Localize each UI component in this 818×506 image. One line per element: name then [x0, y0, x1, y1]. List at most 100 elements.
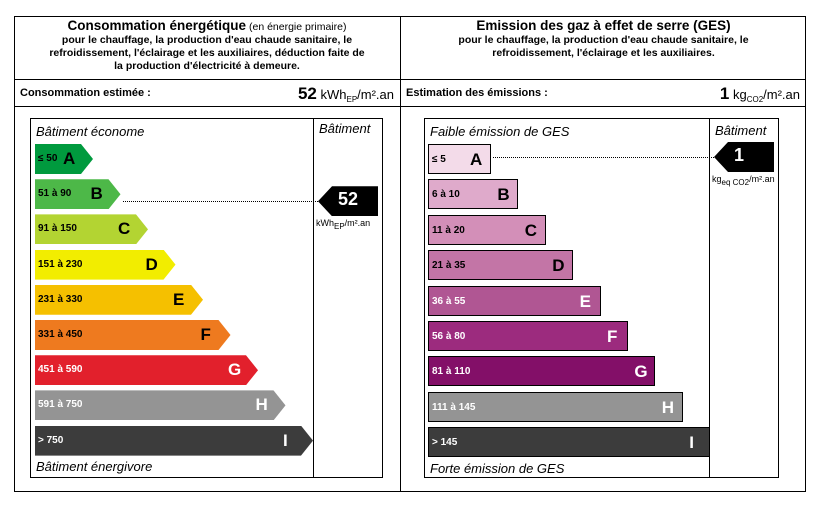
energy-column-divider — [313, 118, 314, 478]
ges-class-letter: E — [579, 291, 591, 311]
energy-class-range: 231 à 330 — [38, 293, 83, 305]
ges-class-bar-f: 56 à 80 F — [428, 321, 628, 351]
energy-column-label: Bâtiment — [319, 121, 371, 136]
energy-desc-line-1: pour le chauffage, la production d'eau c… — [61, 34, 353, 46]
ges-title-main: Emission des gaz à effet de serre (GES) — [476, 18, 731, 33]
energy-marker-unit-post: /m².an — [344, 218, 371, 229]
ges-class-range: 56 à 80 — [432, 331, 466, 342]
energy-marker-unit: kWhEP/m².an — [316, 218, 371, 232]
ges-marker-unit-sub: eq CO2 — [721, 178, 750, 187]
outer-border — [14, 16, 806, 492]
energy-class-letter: E — [173, 289, 185, 309]
ges-estimate-unit-pre: kg — [732, 87, 747, 102]
ges-marker-arrow — [714, 142, 774, 172]
energy-class-letter: A — [63, 149, 76, 168]
energy-estimate-value: 52 kWhEP/m².an — [298, 84, 394, 104]
energy-title-paren: (en énergie primaire) — [248, 21, 347, 33]
energy-marker-unit-pre: kWh — [316, 218, 334, 229]
ges-estimate-value: 1 kgCO2/m².an — [720, 84, 800, 104]
energy-estimate-number: 52 — [297, 84, 317, 103]
energy-estimate-unit-post: /m².an — [357, 87, 394, 102]
energy-class-range: 91 à 150 — [38, 223, 77, 235]
ges-marker-guide — [493, 157, 714, 158]
ges-class-bar-g: 81 à 110 G — [428, 356, 656, 387]
energy-class-bar-a: ≤ 50 A — [35, 144, 93, 174]
energy-class-bar-h: 591 à 750 H — [35, 390, 286, 421]
ges-marker-value: 1 — [734, 145, 745, 165]
ges-class-range: 6 à 10 — [432, 189, 460, 201]
ges-class-bar-b: 6 à 10 B — [428, 179, 519, 210]
ges-top-label: Faible émission de GES — [430, 124, 570, 139]
ges-scale-panel — [424, 118, 779, 478]
panel-divider — [400, 16, 401, 492]
ges-desc-line-1: pour le chauffage, la production d'eau c… — [458, 34, 749, 46]
energy-desc-line-3: la production d'électricité à demeure. — [114, 60, 300, 72]
ges-class-bar-a: ≤ 5 A — [428, 144, 491, 174]
ges-class-bar-h: 111 à 145 H — [428, 391, 683, 422]
energy-class-range: ≤ 50 — [38, 153, 58, 164]
ges-estimate-unit-sub: CO2 — [746, 95, 764, 104]
energy-class-letter: D — [145, 254, 158, 274]
energy-class-letter: B — [90, 184, 103, 204]
energy-marker-guide — [122, 201, 318, 203]
ges-class-letter: C — [524, 220, 538, 240]
ges-class-letter: D — [552, 256, 565, 276]
ges-class-bar-c: 11 à 20 C — [428, 214, 546, 245]
ges-class-letter: A — [470, 150, 483, 169]
ges-class-letter: H — [661, 397, 675, 417]
ges-marker-unit-pre: kg — [712, 174, 722, 184]
ges-estimate-unit-post: /m².an — [763, 87, 800, 102]
ges-title: Emission des gaz à effet de serre (GES) … — [401, 19, 806, 60]
ges-class-letter: G — [634, 362, 648, 382]
ges-marker-unit-post: /m².an — [749, 174, 775, 184]
ges-class-range: 81 à 110 — [432, 366, 471, 378]
ges-bottom-label: Forte émission de GES — [430, 461, 565, 476]
ges-class-letter: I — [689, 433, 694, 453]
energy-title-main: Consommation énergétique — [67, 18, 247, 33]
energy-class-letter: H — [255, 395, 268, 415]
energy-class-bar-c: 91 à 150 C — [35, 214, 148, 245]
ges-column-divider — [709, 118, 710, 478]
energy-class-bar-i: > 750 I — [35, 425, 313, 456]
energy-class-letter: G — [228, 360, 242, 380]
energy-estimate-label: Consommation estimée : — [20, 87, 151, 99]
ges-class-bar-d: 21 à 35 D — [428, 250, 574, 281]
energy-class-bar-e: 231 à 330 E — [35, 284, 203, 315]
energy-marker-arrow — [318, 186, 378, 217]
energy-class-range: > 750 — [38, 434, 64, 446]
ges-estimate-label: Estimation des émissions : — [406, 87, 548, 99]
energy-class-bar-b: 51 à 90 B — [35, 179, 121, 210]
energy-scale-panel — [30, 118, 383, 478]
ges-class-range: 36 à 55 — [432, 295, 466, 307]
energy-class-range: 51 à 90 — [38, 188, 72, 200]
energy-class-bar-d: 151 à 230 D — [35, 249, 176, 280]
energy-estimate-unit-pre: kWh — [320, 87, 347, 102]
energy-desc-line-2: refroidissement, l'éclairage et les auxi… — [49, 47, 365, 59]
ges-estimate-number: 1 — [719, 84, 730, 103]
energy-class-bar-g: 451 à 590 G — [35, 355, 258, 386]
energy-class-range: 451 à 590 — [38, 364, 83, 376]
ges-column-label: Bâtiment — [715, 123, 767, 138]
ges-class-range: > 145 — [432, 437, 458, 449]
energy-class-letter: C — [118, 219, 131, 239]
energy-top-label: Bâtiment économe — [36, 124, 145, 139]
ges-class-range: 111 à 145 — [432, 401, 476, 413]
energy-estimate-unit-sub: EP — [346, 95, 358, 104]
energy-class-bar-f: 331 à 450 F — [35, 320, 231, 350]
ges-class-range: 21 à 35 — [432, 260, 466, 272]
energy-bottom-label: Bâtiment énergivore — [36, 459, 153, 474]
ges-class-range: ≤ 5 — [432, 154, 446, 165]
ges-class-letter: B — [497, 185, 510, 205]
energy-marker-value: 52 — [338, 189, 359, 210]
header-divider — [14, 79, 806, 80]
ges-marker-unit: kgeq CO2/m².an — [712, 174, 775, 187]
energy-title: Consommation énergétique (en énergie pri… — [14, 19, 400, 73]
ges-class-bar-i: > 145 I — [428, 427, 711, 458]
energy-marker-unit-sub: EP — [334, 222, 345, 232]
energy-class-range: 151 à 230 — [38, 258, 83, 270]
ges-desc-line-2: refroidissement, l'éclairage et les auxi… — [492, 47, 715, 59]
energy-class-range: 331 à 450 — [38, 329, 83, 340]
energy-class-letter: F — [200, 325, 211, 344]
estimate-divider — [14, 106, 806, 107]
energy-class-letter: I — [283, 430, 288, 450]
